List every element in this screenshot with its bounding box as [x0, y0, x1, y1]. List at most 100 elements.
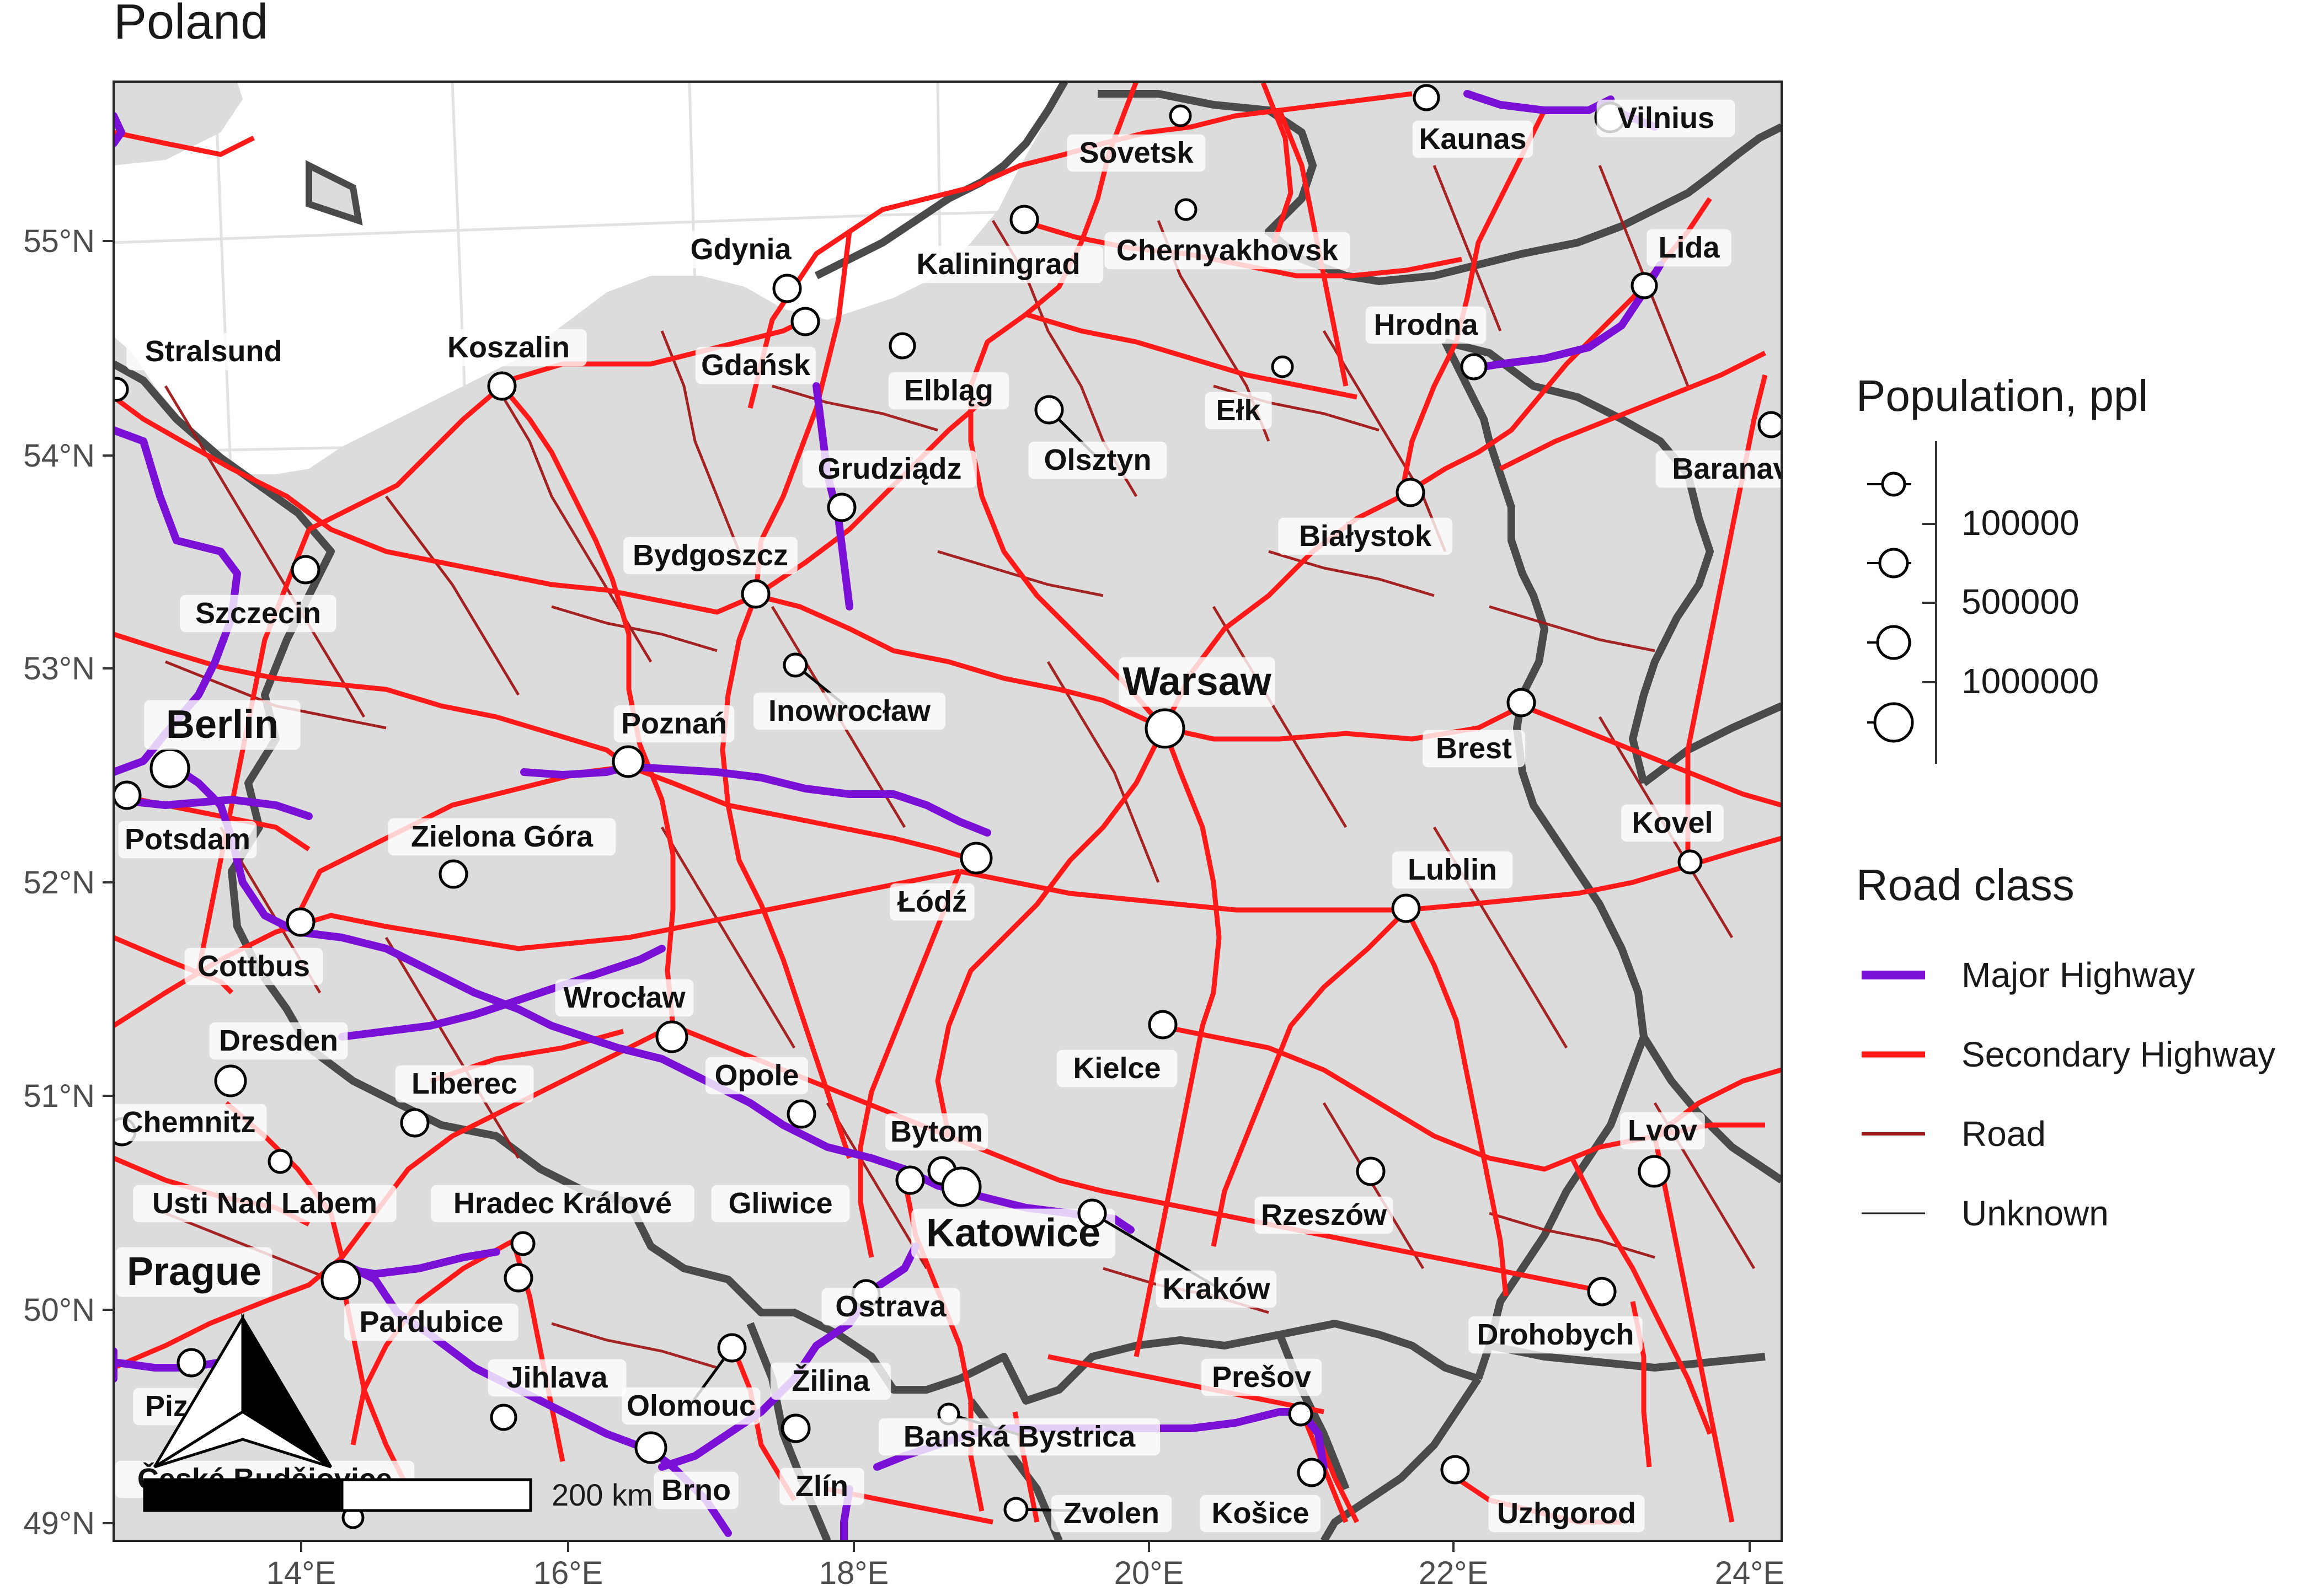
- city-dot[interactable]: [1413, 84, 1440, 111]
- city-marker[interactable]: Ełk: [1205, 355, 1294, 430]
- city-marker[interactable]: Kovel: [1621, 804, 1724, 875]
- city-dot[interactable]: [1148, 1010, 1178, 1040]
- city-dot[interactable]: [634, 1431, 667, 1464]
- city-marker[interactable]: Sovetsk: [1067, 104, 1206, 172]
- city-dot[interactable]: [286, 907, 316, 937]
- city-marker[interactable]: Gliwice: [711, 1165, 925, 1223]
- city-marker[interactable]: Zielona Góra: [388, 818, 616, 889]
- city-marker[interactable]: Chemnitz: [109, 1104, 267, 1147]
- city-dot[interactable]: [655, 1020, 688, 1053]
- city-dot[interactable]: [504, 1263, 533, 1293]
- city-dot[interactable]: [1391, 893, 1421, 923]
- city-marker[interactable]: Brno: [634, 1431, 739, 1509]
- city-dot[interactable]: [612, 745, 645, 778]
- city-dot[interactable]: [1077, 1198, 1107, 1228]
- city-marker[interactable]: Jihlava: [488, 1359, 627, 1431]
- city-dot[interactable]: [114, 780, 142, 810]
- city-dot[interactable]: [1009, 205, 1039, 234]
- city-dot[interactable]: [1271, 355, 1294, 378]
- city-dot[interactable]: [772, 274, 802, 303]
- city-dot[interactable]: [149, 748, 190, 789]
- city-dot[interactable]: [1174, 198, 1198, 221]
- city-dot[interactable]: [1638, 1155, 1671, 1188]
- city-dot[interactable]: [717, 1333, 747, 1363]
- city-marker[interactable]: Cottbus: [184, 907, 323, 986]
- city-dot[interactable]: [783, 652, 808, 678]
- city-marker[interactable]: Ostrava: [821, 1279, 960, 1326]
- city-marker[interactable]: Vilnius: [1594, 99, 1735, 137]
- city-marker[interactable]: Lida: [1631, 229, 1731, 299]
- city-marker[interactable]: Drohobych: [1468, 1277, 1643, 1354]
- city-dot[interactable]: [320, 1260, 361, 1300]
- city-marker[interactable]: Chernyakhovsk: [1104, 198, 1350, 270]
- city-marker[interactable]: Bydgoszcz: [623, 537, 798, 609]
- city-marker[interactable]: Potsdam: [114, 780, 257, 859]
- city-dot[interactable]: [827, 492, 857, 522]
- city-marker[interactable]: Białystok: [1278, 478, 1452, 555]
- city-dot[interactable]: [1587, 1277, 1617, 1306]
- city-dot[interactable]: [787, 1099, 816, 1129]
- city-marker[interactable]: Hrodna: [1365, 306, 1488, 381]
- city-dot[interactable]: [1396, 478, 1425, 507]
- city-marker[interactable]: Lublin: [1391, 851, 1513, 923]
- city-dot[interactable]: [214, 1064, 247, 1097]
- city-marker[interactable]: Pardubice: [344, 1263, 533, 1341]
- city-dot[interactable]: [1288, 1401, 1313, 1427]
- city-marker[interactable]: Košice: [1200, 1458, 1327, 1533]
- city-marker[interactable]: Koszalin: [430, 329, 587, 401]
- city-marker[interactable]: Warsaw: [1119, 657, 1275, 749]
- city-dot[interactable]: [487, 371, 517, 401]
- city-marker[interactable]: Elbląg: [888, 332, 1009, 410]
- city-dot[interactable]: [510, 1231, 536, 1256]
- city-dot[interactable]: [177, 1348, 206, 1378]
- city-dot[interactable]: [1297, 1458, 1327, 1487]
- city-dot[interactable]: [1034, 395, 1064, 425]
- city-marker[interactable]: Kraków: [1077, 1198, 1277, 1308]
- city-marker[interactable]: Lvov: [1620, 1112, 1705, 1188]
- city-marker[interactable]: Łódź: [890, 842, 993, 921]
- city-marker[interactable]: Bytom: [885, 1113, 988, 1186]
- city-dot[interactable]: [1145, 708, 1185, 749]
- city-marker[interactable]: Gdańsk: [695, 307, 820, 384]
- city-marker[interactable]: Banská Bystrica: [879, 1402, 1160, 1456]
- city-marker[interactable]: Katowice: [911, 1166, 1115, 1258]
- city-marker[interactable]: Zvolen: [1003, 1495, 1172, 1533]
- city-marker[interactable]: Berlin: [144, 700, 301, 789]
- city-marker[interactable]: Szczecin: [180, 555, 336, 633]
- city-dot[interactable]: [781, 1413, 811, 1443]
- city-marker[interactable]: Olsztyn: [1028, 395, 1167, 479]
- city-dot[interactable]: [1460, 353, 1488, 381]
- city-marker[interactable]: Wrocław: [555, 979, 694, 1053]
- city-marker[interactable]: Baranavichy: [1655, 411, 1865, 488]
- city-marker[interactable]: Prešov: [1201, 1358, 1322, 1427]
- city-dot[interactable]: [1757, 411, 1783, 438]
- city-marker[interactable]: Olomouc: [622, 1333, 761, 1425]
- city-marker[interactable]: Dresden: [209, 1022, 348, 1097]
- city-marker[interactable]: Inowrocław: [753, 652, 945, 730]
- city-marker[interactable]: Hradec Králové: [431, 1185, 694, 1256]
- city-dot[interactable]: [790, 307, 820, 336]
- city-marker[interactable]: Grudziądz: [803, 450, 977, 522]
- city-dot[interactable]: [889, 332, 916, 360]
- city-marker[interactable]: Uzhgorod: [1440, 1455, 1645, 1533]
- city-marker[interactable]: Poznań: [612, 705, 735, 778]
- city-marker[interactable]: Stralsund: [105, 333, 301, 402]
- city-dot[interactable]: [741, 579, 771, 609]
- city-marker[interactable]: Gdynia: [680, 231, 802, 303]
- city-dot[interactable]: [1356, 1156, 1386, 1186]
- city-dot[interactable]: [1631, 272, 1658, 299]
- city-dot[interactable]: [105, 377, 129, 402]
- city-dot[interactable]: [1003, 1497, 1029, 1522]
- city-dot[interactable]: [1506, 688, 1536, 717]
- city-marker[interactable]: Kielce: [1056, 1010, 1178, 1088]
- city-marker[interactable]: Usti Nad Labem: [133, 1149, 397, 1223]
- city-dot[interactable]: [941, 1166, 982, 1207]
- city-marker[interactable]: Kaliningrad: [893, 205, 1104, 283]
- city-dot[interactable]: [490, 1404, 517, 1431]
- map-panel[interactable]: Sovetsk Kaunas Vilnius Chernyakhovsk Kalinin…: [105, 82, 1865, 1541]
- city-dot[interactable]: [895, 1165, 925, 1195]
- city-dot[interactable]: [439, 859, 468, 889]
- city-dot[interactable]: [291, 555, 320, 585]
- city-dot[interactable]: [268, 1149, 293, 1174]
- city-marker[interactable]: Prague: [116, 1247, 361, 1300]
